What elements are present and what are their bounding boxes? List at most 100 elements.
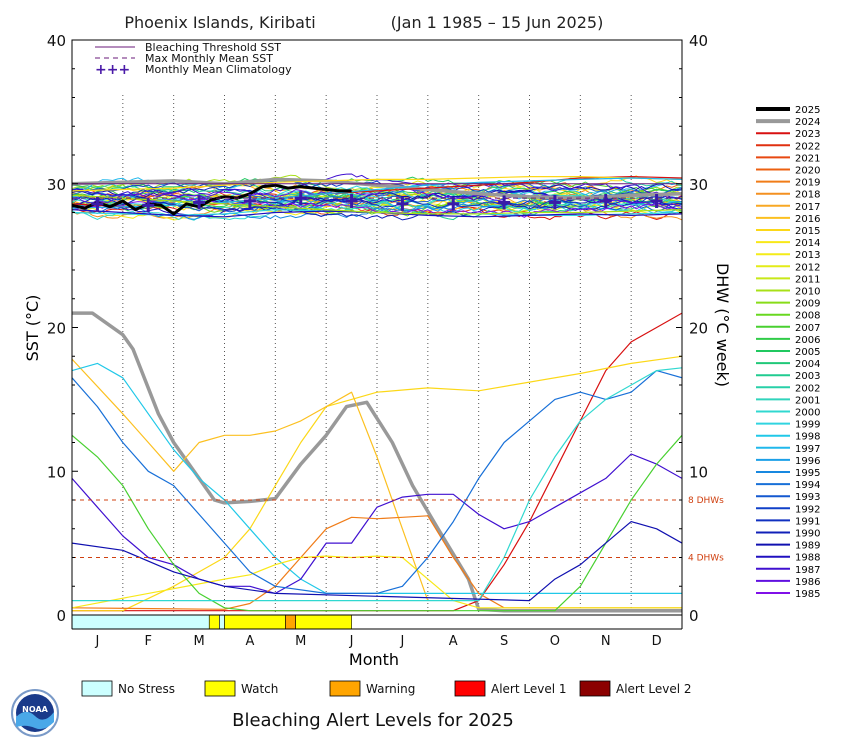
dhw-line-2000	[72, 367, 682, 602]
year-legend-label: 2012	[795, 262, 820, 273]
dhw-line-1998	[72, 362, 682, 595]
alert-strip-segment	[224, 614, 286, 630]
year-legend-label: 2023	[795, 129, 820, 140]
year-legend-label: 1996	[795, 456, 820, 467]
sst-line-2001	[72, 189, 682, 210]
sst-line-1991	[72, 186, 682, 208]
dhw-threshold-label: 8 DHWs	[688, 496, 724, 506]
alert-key-swatch	[454, 680, 486, 697]
y-tick-label-left: 40	[47, 32, 66, 50]
dhw-threshold-label: 4 DHWs	[688, 554, 724, 564]
year-legend-label: 2002	[795, 383, 820, 394]
year-legend-label: 2014	[795, 238, 820, 249]
year-legend-label: 2007	[795, 323, 820, 334]
year-legend-label: 2000	[795, 408, 820, 419]
month-label: M	[193, 634, 204, 649]
reference-lines: 8 DHWs 4 DHWs	[72, 183, 724, 564]
year-legend-label: 2010	[795, 287, 820, 298]
year-legend-label: 1993	[795, 492, 820, 503]
dhw-line-2024	[72, 311, 682, 613]
alert-key-swatch	[329, 680, 361, 697]
alert-key-swatch	[81, 680, 113, 697]
footer-title: Bleaching Alert Levels for 2025	[232, 710, 514, 731]
noaa-logo-text: NOAA	[22, 705, 48, 714]
year-legend-label: 1986	[795, 577, 820, 588]
month-label: M	[295, 634, 306, 649]
sst-line-2000	[72, 199, 682, 221]
sst-line-1997	[72, 177, 682, 209]
year-legend-label: 1990	[795, 529, 820, 540]
y-tick-label-right: 40	[689, 32, 708, 50]
year-legend-label: 2009	[795, 299, 820, 310]
month-label: F	[145, 634, 152, 649]
year-legend-label: 1998	[795, 432, 820, 443]
legend-threshold-label: Bleaching Threshold SST	[145, 41, 281, 54]
year-legend-label: 2016	[795, 214, 820, 225]
chart-date-range: (Jan 1 1985 – 15 Jun 2025)	[391, 13, 604, 32]
alert-key-label: Alert Level 1	[491, 682, 567, 696]
month-label: J	[94, 634, 99, 649]
alert-key: No Stress Watch Warning Alert Level 1 Alert …	[81, 680, 692, 697]
sst-line-2025	[72, 183, 352, 216]
year-legend-label: 2020	[795, 166, 820, 177]
alert-key-label: No Stress	[118, 682, 175, 696]
inner-legend: Bleaching Threshold SST Max Monthly Mean…	[95, 41, 292, 78]
month-label: S	[500, 634, 508, 649]
y-tick-label-left: 10	[47, 463, 66, 481]
y-tick-label-left: 0	[56, 607, 66, 625]
x-axis-label: Month	[349, 650, 399, 669]
legend-climatology-swatch: +++	[95, 62, 130, 78]
year-legend-label: 1995	[795, 468, 820, 479]
year-legend-label: 1992	[795, 504, 820, 515]
year-legend-label: 2017	[795, 202, 820, 213]
month-label: A	[449, 634, 458, 649]
alert-strip-segment	[71, 614, 210, 630]
month-label: N	[601, 634, 611, 649]
y-tick-label-right: 10	[689, 463, 708, 481]
noaa-logo: NOAA	[11, 689, 59, 737]
year-legend-label: 2004	[795, 359, 820, 370]
sst-line-1990	[72, 196, 682, 221]
month-label: O	[550, 634, 560, 649]
year-legend-label: 2001	[795, 395, 820, 406]
year-legend-label: 2018	[795, 190, 820, 201]
dhw-line-2007	[72, 434, 682, 612]
alert-key-label: Watch	[241, 682, 278, 696]
bleaching-alert-strip	[71, 614, 352, 630]
year-legend-label: 2022	[795, 141, 820, 152]
year-legend-label: 2021	[795, 153, 820, 164]
sst-line-2010	[72, 194, 682, 215]
y-axis-label-left: SST (°C)	[23, 295, 42, 362]
year-legend-label: 2024	[795, 117, 820, 128]
year-legend-label: 2008	[795, 311, 820, 322]
legend-mmm-label: Max Monthly Mean SST	[145, 52, 273, 65]
alert-key-swatch	[579, 680, 611, 697]
alert-key-label: Alert Level 2	[616, 682, 692, 696]
sst-line-1994	[72, 181, 682, 204]
y-tick-label-right: 30	[689, 176, 708, 194]
y-tick-label-right: 20	[689, 320, 708, 338]
year-legend-label: 1994	[795, 480, 820, 491]
year-legend-label: 2019	[795, 178, 820, 189]
year-legend-label: 2006	[795, 335, 820, 346]
month-label: D	[652, 634, 662, 649]
y-tick-label-left: 30	[47, 176, 66, 194]
y-tick-label-left: 20	[47, 320, 66, 338]
alert-strip-segment	[208, 614, 220, 630]
y-axis-label-right: DHW (°C week)	[713, 263, 732, 387]
year-legend-label: 2013	[795, 250, 820, 261]
year-legend-label: 2015	[795, 226, 820, 237]
y-ticks: 0 0 10 10 20 20 30 30 40 40	[47, 32, 708, 625]
year-legend-label: 2025	[795, 105, 820, 116]
year-legend-label: 1989	[795, 541, 820, 552]
alert-key-label: Warning	[366, 682, 415, 696]
legend-climatology-label: Monthly Mean Climatology	[145, 63, 292, 76]
year-legend-label: 1985	[795, 589, 820, 600]
dhw-series-group	[72, 311, 682, 613]
alert-key-swatch	[204, 680, 236, 697]
year-legend-label: 2011	[795, 274, 820, 285]
dhw-line-2023	[72, 312, 682, 612]
chart-title: Phoenix Islands, Kiribati	[124, 13, 315, 32]
climatology-markers	[91, 191, 663, 213]
